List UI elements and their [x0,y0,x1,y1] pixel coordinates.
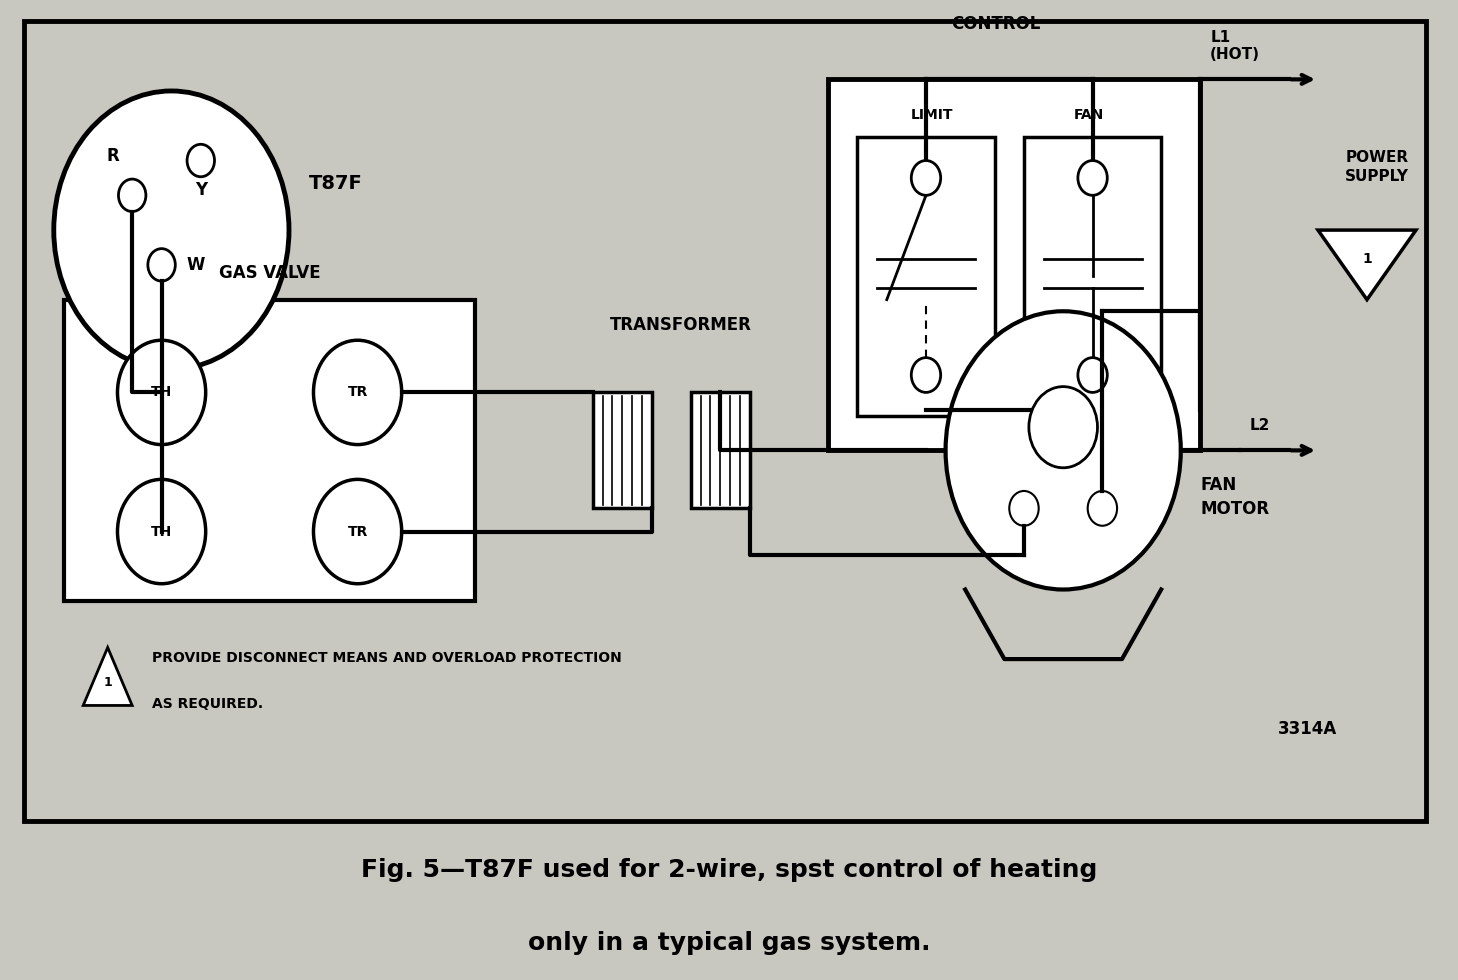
Text: 1: 1 [1362,252,1372,267]
Polygon shape [83,648,133,706]
Circle shape [911,358,940,392]
Text: L1
(HOT): L1 (HOT) [1210,29,1260,62]
Text: W: W [187,256,204,273]
Text: FAN: FAN [1073,109,1104,122]
Text: only in a typical gas system.: only in a typical gas system. [528,931,930,956]
Circle shape [118,179,146,212]
Circle shape [118,479,206,584]
Text: FAN
MOTOR: FAN MOTOR [1200,476,1270,517]
Text: CONTROL: CONTROL [951,15,1040,33]
Text: 3314A: 3314A [1279,719,1337,738]
Bar [64,300,475,601]
Text: Y: Y [195,181,207,199]
Bar [593,392,652,509]
Circle shape [118,340,206,445]
Circle shape [1077,161,1107,195]
Circle shape [147,249,175,281]
Text: 1: 1 [104,676,112,689]
Bar [691,392,749,509]
Text: GAS VALVE: GAS VALVE [219,265,321,282]
Circle shape [54,91,289,369]
Circle shape [1077,358,1107,392]
Text: Fig. 5—T87F used for 2-wire, spst control of heating: Fig. 5—T87F used for 2-wire, spst contro… [360,858,1098,882]
Circle shape [1088,491,1117,525]
Text: T87F: T87F [309,174,363,193]
Circle shape [1009,491,1038,525]
Bar [828,79,1200,451]
Bar [857,137,994,416]
Text: LIMIT: LIMIT [911,109,954,122]
Polygon shape [1318,230,1416,300]
Text: POWER
SUPPLY: POWER SUPPLY [1344,150,1408,183]
Text: TH: TH [152,524,172,539]
Text: TR: TR [347,385,367,400]
Text: TH: TH [152,385,172,400]
Circle shape [187,144,214,176]
Bar [1024,137,1161,416]
Text: AS REQUIRED.: AS REQUIRED. [152,697,262,711]
Circle shape [946,312,1181,590]
Circle shape [1029,387,1098,467]
Text: L2: L2 [1250,418,1270,433]
Circle shape [911,161,940,195]
Text: R: R [106,147,120,165]
Text: TRANSFORMER: TRANSFORMER [609,317,752,334]
Text: TR: TR [347,524,367,539]
Circle shape [313,340,402,445]
Circle shape [313,479,402,584]
Text: PROVIDE DISCONNECT MEANS AND OVERLOAD PROTECTION: PROVIDE DISCONNECT MEANS AND OVERLOAD PR… [152,651,621,664]
